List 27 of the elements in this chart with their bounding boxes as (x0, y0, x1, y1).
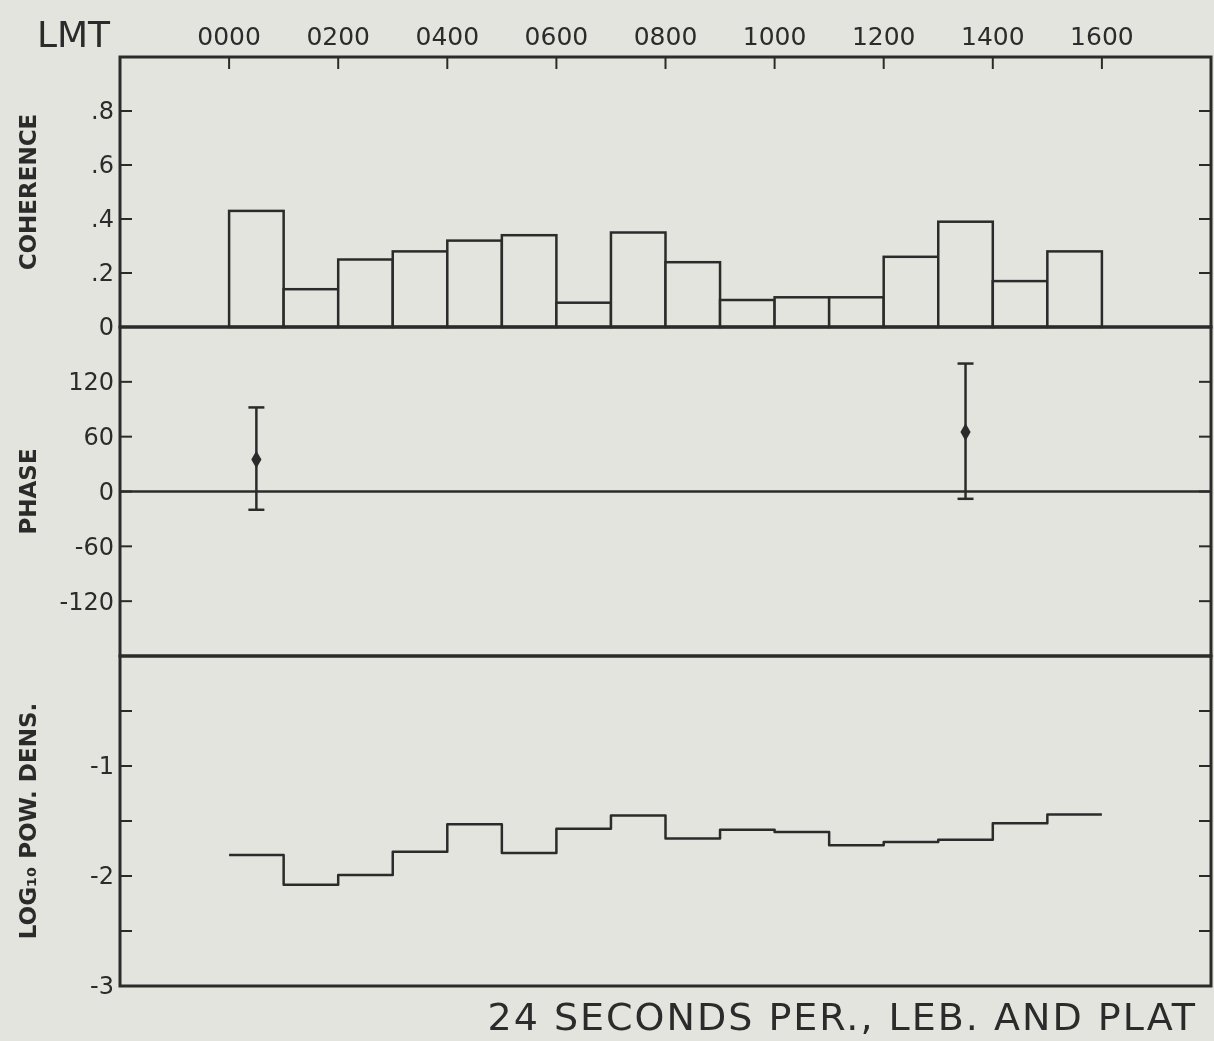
x-tick-label: 0200 (306, 22, 371, 51)
y-tick-label: -3 (90, 972, 114, 1001)
x-axis-title: LMT (36, 14, 112, 55)
y-tick-label: .8 (91, 97, 114, 126)
y-tick-label: 0 (98, 477, 114, 506)
x-tick-label: 1200 (851, 22, 916, 51)
y-tick-label: .2 (91, 259, 114, 288)
y-tick-label: -60 (74, 532, 114, 561)
y-tick-label: .6 (91, 151, 114, 180)
x-tick-label: 0800 (633, 22, 698, 51)
y-axis-title: LOG₁₀ POW. DENS. (15, 702, 41, 940)
y-axis-title: PHASE (15, 448, 41, 535)
y-tick-label: -1 (90, 752, 114, 781)
y-axis-title: COHERENCE (15, 113, 41, 271)
y-tick-label: -120 (59, 587, 114, 616)
x-tick-label: 1000 (742, 22, 807, 51)
x-tick-label: 0400 (415, 22, 480, 51)
x-tick-label: 1600 (1070, 22, 1134, 51)
y-tick-label: 60 (83, 423, 114, 452)
y-tick-label: .4 (91, 205, 114, 234)
x-axis-title: 24 SECONDS PER., LEB. AND PLAT (487, 995, 1197, 1039)
x-tick-label: 0600 (524, 22, 589, 51)
x-tick-label: 0000 (197, 22, 261, 51)
y-tick-label: -2 (90, 862, 114, 891)
y-tick-label: 120 (68, 368, 114, 397)
x-tick-label: 1400 (960, 22, 1025, 51)
y-tick-label: 0 (98, 313, 114, 342)
